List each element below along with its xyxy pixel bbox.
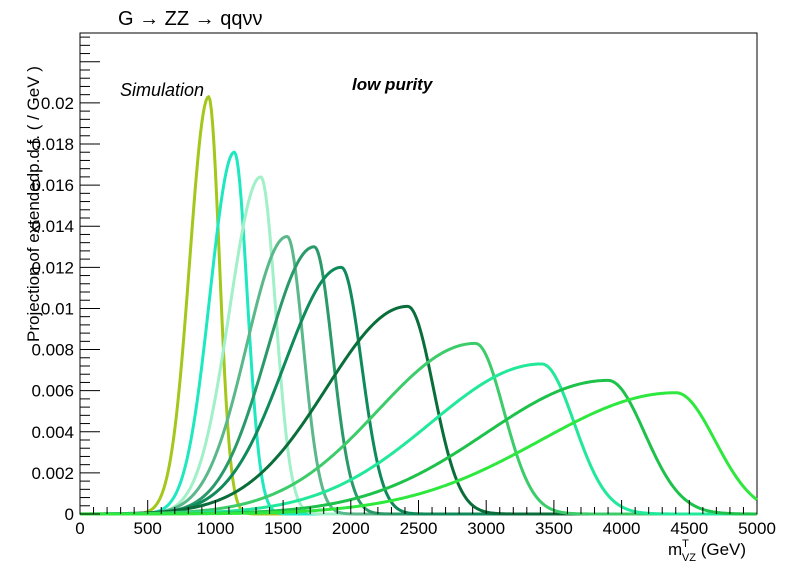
- x-axis-label-sub: VZ: [682, 552, 696, 564]
- x-tick-label: 0: [75, 519, 84, 538]
- x-axis-label-unit: (GeV): [696, 540, 746, 559]
- series-curve-11: [79, 391, 758, 516]
- x-tick-label: 2500: [400, 519, 438, 538]
- y-tick-label: 0.008: [31, 341, 74, 360]
- x-tick-label: 2000: [332, 519, 370, 538]
- y-tick-label: 0.016: [31, 176, 74, 195]
- x-tick-label: 4000: [603, 519, 641, 538]
- y-tick-label: 0: [65, 505, 74, 524]
- x-tick-label: 4500: [670, 519, 708, 538]
- plot-frame: [79, 32, 758, 515]
- x-tick-label: 1500: [264, 519, 302, 538]
- x-axis-label-main: m: [668, 540, 682, 559]
- x-tick-label: 5000: [738, 519, 776, 538]
- x-axis-label: mT VZ (GeV): [668, 538, 746, 564]
- y-tick-label: 0.02: [41, 94, 74, 113]
- chart-title: G → ZZ → qqνν: [118, 8, 262, 30]
- y-axis-label: Projection of extendedp.d.f. ( / GeV ): [24, 66, 43, 342]
- y-tick-label: 0.002: [31, 464, 74, 483]
- x-tick-label: 500: [134, 519, 162, 538]
- annotation-low-purity: low purity: [352, 75, 434, 94]
- axis-ticks-group: 0 500 1000 1500 2000 2500 3000 3500 4000 4500 5000…: [31, 36, 776, 538]
- y-tick-label: 0.004: [31, 423, 74, 442]
- x-tick-label: 1000: [196, 519, 234, 538]
- x-tick-label: 3000: [467, 519, 505, 538]
- x-axis-label-sup: T: [682, 538, 689, 550]
- y-tick-label: 0.012: [31, 258, 74, 277]
- y-tick-label: 0.01: [41, 299, 74, 318]
- x-tick-label: 3500: [535, 519, 573, 538]
- y-tick-label: 0.018: [31, 135, 74, 154]
- y-tick-label: 0.014: [31, 217, 74, 236]
- y-tick-label: 0.006: [31, 382, 74, 401]
- annotation-simulation: Simulation: [120, 80, 204, 100]
